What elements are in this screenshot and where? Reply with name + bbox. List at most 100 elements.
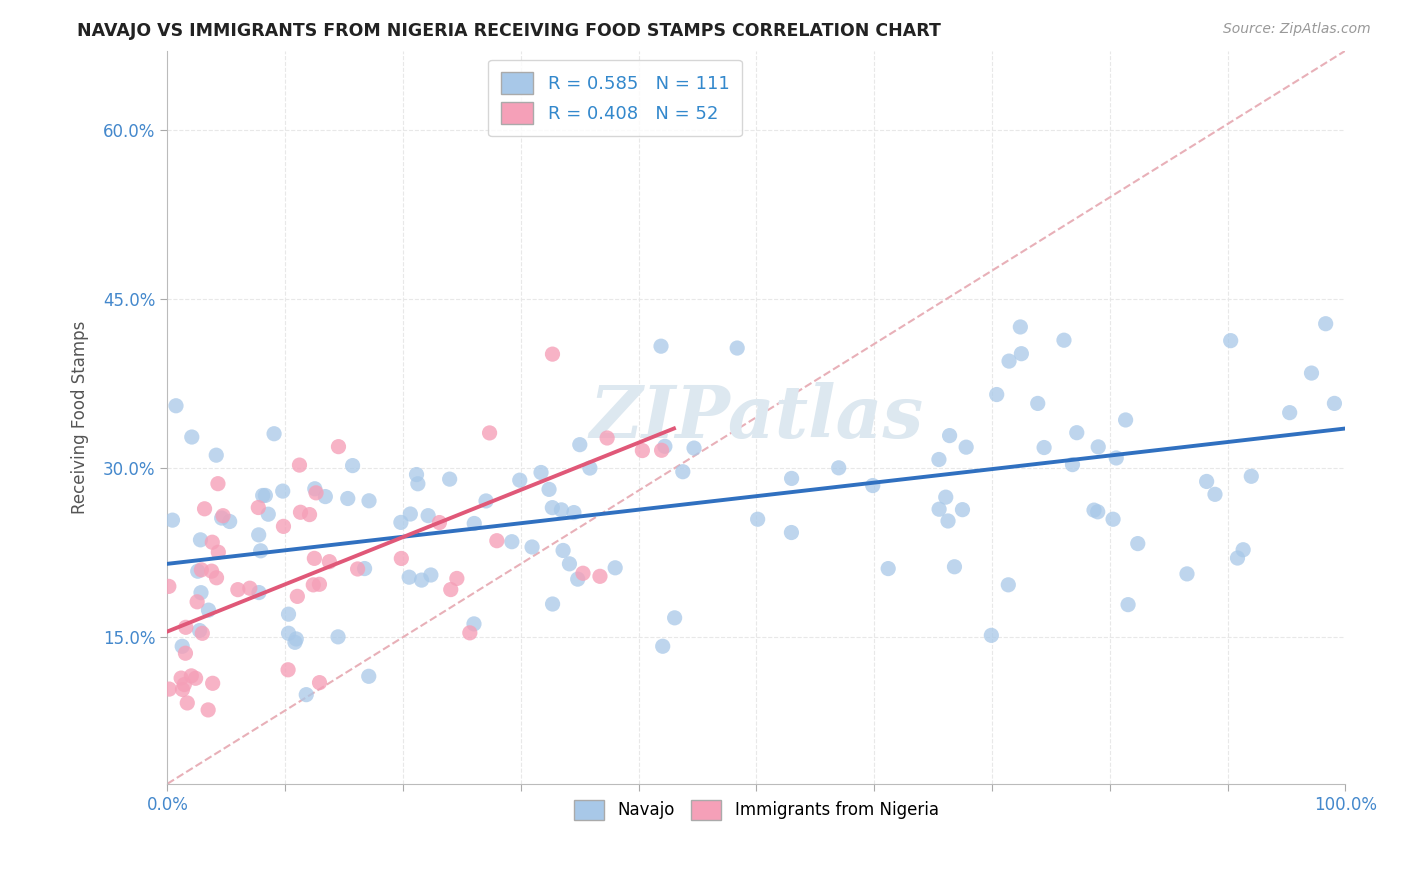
Point [170,671,193,685]
Point [429,516,451,530]
Point [747,512,769,526]
Point [174,620,197,634]
Point [207,545,229,559]
Point [165,399,187,413]
Point [538,483,561,497]
Point [188,624,211,638]
Point [418,508,440,523]
Point [302,578,325,592]
Point [446,571,468,585]
Point [277,663,299,677]
Point [1010,347,1032,361]
Point [551,543,574,558]
Point [180,669,202,683]
Y-axis label: Receiving Food Stamps: Receiving Food Stamps [72,320,89,514]
Point [406,476,429,491]
Point [271,484,294,499]
Point [411,573,433,587]
Point [1033,441,1056,455]
Point [284,635,307,649]
Point [1278,406,1301,420]
Point [328,440,350,454]
Point [1323,396,1346,410]
Point [314,490,336,504]
Point [485,533,508,548]
Point [1175,566,1198,581]
Point [1115,413,1137,427]
Text: ZIPatlas: ZIPatlas [589,382,924,453]
Point [190,563,212,577]
Point [998,354,1021,368]
Point [172,640,194,654]
Point [589,569,612,583]
Point [1195,475,1218,489]
Point [357,493,380,508]
Text: NAVAJO VS IMMIGRANTS FROM NIGERIA RECEIVING FOOD STAMPS CORRELATION CHART: NAVAJO VS IMMIGRANTS FROM NIGERIA RECEIV… [77,22,941,40]
Point [672,465,695,479]
Point [1232,542,1254,557]
Point [955,440,977,454]
Point [541,347,564,361]
Point [558,557,581,571]
Point [651,443,673,458]
Point [1219,334,1241,348]
Point [943,559,966,574]
Point [318,555,340,569]
Text: Source: ZipAtlas.com: Source: ZipAtlas.com [1223,22,1371,37]
Point [862,478,884,492]
Point [780,471,803,485]
Point [478,425,501,440]
Point [285,590,308,604]
Point [239,581,262,595]
Point [247,585,270,599]
Point [187,564,209,578]
Point [1116,598,1139,612]
Point [562,506,585,520]
Point [257,507,280,521]
Point [530,466,553,480]
Point [226,582,249,597]
Point [285,632,308,646]
Point [205,571,228,585]
Point [683,441,706,455]
Point [176,696,198,710]
Point [986,387,1008,401]
Point [1102,512,1125,526]
Legend: Navajo, Immigrants from Nigeria: Navajo, Immigrants from Nigeria [568,793,945,827]
Point [928,452,950,467]
Point [207,476,229,491]
Point [650,339,672,353]
Point [475,494,498,508]
Point [1226,551,1249,566]
Point [277,607,299,622]
Point [828,460,851,475]
Point [405,467,427,482]
Point [1240,469,1263,483]
Point [249,543,271,558]
Point [997,578,1019,592]
Point [631,443,654,458]
Point [193,501,215,516]
Point [654,439,676,453]
Point [180,430,202,444]
Point [568,438,591,452]
Point [541,597,564,611]
Point [288,458,311,472]
Point [201,564,224,578]
Point [247,500,270,515]
Point [398,570,420,584]
Point [295,688,318,702]
Point [308,577,330,591]
Point [197,603,219,617]
Point [1315,317,1337,331]
Point [254,488,277,502]
Point [190,585,212,599]
Point [780,525,803,540]
Point [596,431,619,445]
Point [458,625,481,640]
Point [184,671,207,685]
Point [1126,536,1149,550]
Point [1087,505,1109,519]
Point [326,630,349,644]
Point [218,515,240,529]
